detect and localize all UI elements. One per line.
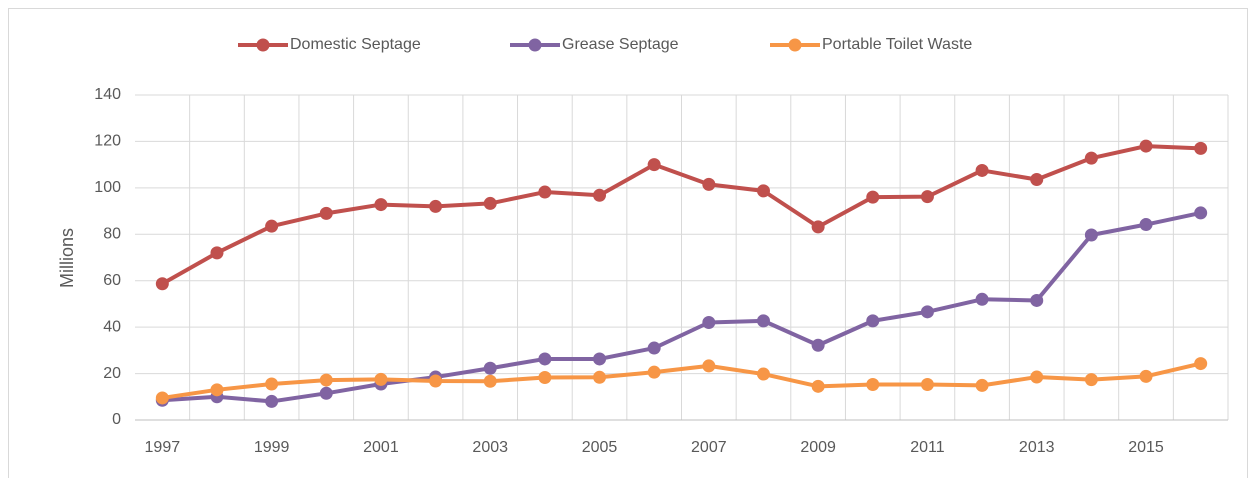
data-point xyxy=(756,184,770,198)
data-point xyxy=(429,199,443,213)
y-tick-label: 100 xyxy=(94,179,121,196)
x-tick-label: 2001 xyxy=(363,439,399,456)
data-point xyxy=(702,359,716,373)
data-point xyxy=(210,246,224,260)
data-point xyxy=(265,394,279,408)
data-point xyxy=(811,220,825,234)
data-point xyxy=(1139,139,1153,153)
data-point xyxy=(483,361,497,375)
y-tick-label: 60 xyxy=(103,272,121,289)
legend-label: Grease Septage xyxy=(562,36,679,53)
data-point xyxy=(593,188,607,202)
x-tick-label: 2011 xyxy=(910,439,945,456)
x-tick-label: 1999 xyxy=(254,439,290,456)
data-point xyxy=(647,365,661,379)
data-point xyxy=(155,391,169,405)
x-tick-label: 2003 xyxy=(472,439,508,456)
data-point xyxy=(593,370,607,384)
x-tick-label: 1997 xyxy=(145,439,181,456)
data-point xyxy=(975,163,989,177)
data-point xyxy=(538,185,552,199)
data-point xyxy=(1030,173,1044,186)
data-point xyxy=(483,374,497,388)
chart-frame xyxy=(8,8,1248,478)
data-point xyxy=(920,377,934,391)
data-point xyxy=(1084,228,1098,242)
data-point xyxy=(1139,369,1153,383)
data-point xyxy=(866,190,880,204)
data-point xyxy=(155,277,169,291)
legend-marker xyxy=(256,38,270,52)
data-point xyxy=(647,158,661,172)
y-tick-label: 0 xyxy=(112,411,121,428)
data-point xyxy=(538,371,552,385)
data-point xyxy=(866,314,880,328)
data-point xyxy=(756,367,770,381)
data-point xyxy=(429,374,443,388)
x-tick-label: 2013 xyxy=(1019,439,1055,456)
series-line xyxy=(162,361,1202,400)
y-tick-label: 20 xyxy=(103,365,121,382)
data-point xyxy=(265,377,279,391)
data-point xyxy=(1194,206,1208,220)
legend-marker xyxy=(788,38,802,52)
data-point xyxy=(647,341,661,355)
data-point xyxy=(319,206,333,220)
data-point xyxy=(1030,293,1044,307)
data-point xyxy=(1030,370,1044,384)
data-point xyxy=(811,379,825,393)
data-point xyxy=(319,386,333,400)
y-axis-label: Millions xyxy=(57,228,77,288)
y-tick-label: 80 xyxy=(103,226,121,243)
data-point xyxy=(975,292,989,306)
data-point xyxy=(265,219,279,233)
data-point xyxy=(319,373,333,387)
x-tick-label: 2005 xyxy=(582,439,618,456)
data-point xyxy=(1084,373,1098,387)
data-point xyxy=(593,352,607,366)
data-point xyxy=(538,352,552,366)
data-point xyxy=(374,372,388,386)
data-point xyxy=(920,190,934,204)
y-tick-label: 120 xyxy=(94,133,121,150)
data-point xyxy=(483,196,497,210)
x-tick-label: 2009 xyxy=(800,439,836,456)
legend-label: Domestic Septage xyxy=(290,36,421,53)
data-point xyxy=(1194,357,1208,371)
y-tick-label: 40 xyxy=(103,318,121,335)
series-line xyxy=(161,144,1201,286)
legend-label: Portable Toilet Waste xyxy=(822,36,972,53)
x-tick-label: 2007 xyxy=(691,439,727,456)
data-point xyxy=(374,198,388,212)
data-point xyxy=(1084,151,1098,165)
data-point xyxy=(1139,218,1153,232)
y-tick-label: 140 xyxy=(94,86,121,103)
data-point xyxy=(702,316,716,329)
x-tick-label: 2015 xyxy=(1128,439,1164,456)
data-point xyxy=(811,338,825,352)
data-point xyxy=(210,383,224,397)
data-point xyxy=(702,177,716,191)
data-point xyxy=(920,305,934,319)
data-point xyxy=(866,377,880,391)
data-point xyxy=(1194,141,1208,155)
series-line xyxy=(162,210,1202,404)
data-point xyxy=(975,378,989,392)
data-point xyxy=(756,314,770,328)
legend-marker xyxy=(528,38,542,52)
